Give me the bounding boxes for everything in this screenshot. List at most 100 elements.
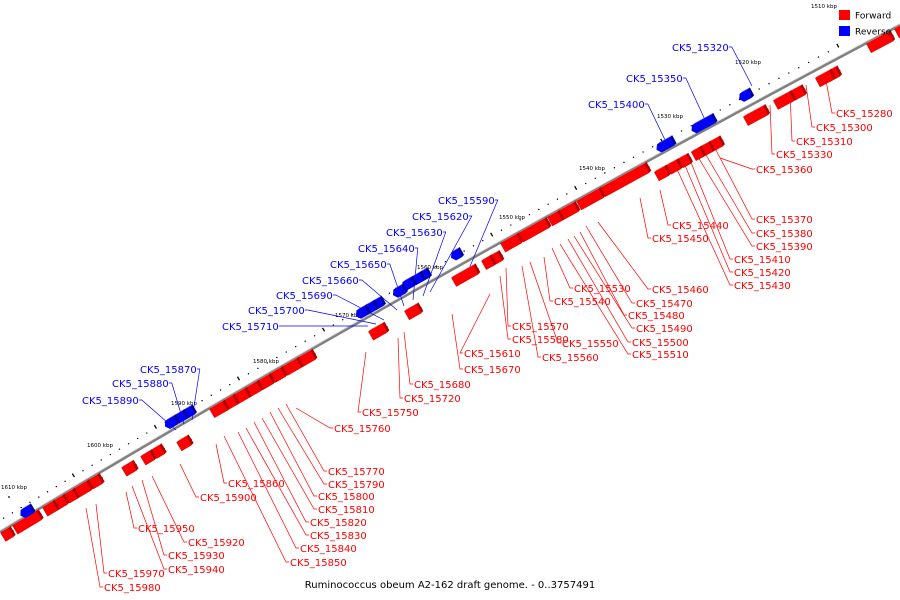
leader-line bbox=[639, 197, 651, 239]
legend-forward-label: Forward bbox=[855, 12, 891, 22]
leader-line bbox=[499, 275, 511, 340]
forward-gene-label: CK5_15310 bbox=[796, 137, 853, 148]
tick-mark-minor bbox=[11, 512, 14, 514]
gene-block-side bbox=[62, 493, 70, 505]
gene-block-side bbox=[401, 283, 409, 293]
tick-mark-minor bbox=[2, 517, 5, 519]
legend: Forward Reverse bbox=[839, 10, 892, 38]
gene-block-side bbox=[372, 299, 380, 310]
forward-gene-label: CK5_15920 bbox=[188, 538, 245, 549]
tick-mark-minor bbox=[556, 198, 559, 200]
reverse-gene-label: CK5_15320 bbox=[672, 43, 729, 54]
gene-block-side bbox=[379, 295, 387, 306]
tick-mark-minor bbox=[435, 266, 437, 268]
gene-block-top bbox=[894, 25, 900, 30]
forward-gene-label: CK5_15760 bbox=[334, 424, 391, 435]
gene-block-side bbox=[789, 90, 797, 101]
gene-block-side bbox=[763, 104, 771, 115]
forward-gene-label: CK5_15800 bbox=[318, 492, 375, 503]
tick-label: 1570 kbp bbox=[335, 313, 361, 319]
forward-gene-label: CK5_15830 bbox=[310, 531, 367, 542]
leader-line bbox=[269, 411, 317, 497]
forward-gene-label: CK5_15610 bbox=[464, 349, 521, 360]
leader-line bbox=[151, 475, 187, 543]
forward-gene-label: CK5_15280 bbox=[836, 109, 893, 120]
leader-line bbox=[675, 166, 733, 286]
tick-mark-minor bbox=[285, 351, 287, 353]
gene-block-side bbox=[149, 449, 157, 460]
leader-line bbox=[597, 221, 651, 290]
leader-line bbox=[403, 331, 413, 385]
forward-gene-label: CK5_15900 bbox=[200, 493, 257, 504]
tick-mark-minor bbox=[146, 432, 148, 434]
leader-line bbox=[705, 154, 755, 234]
gene-block-side bbox=[86, 479, 94, 491]
gene-block-top bbox=[708, 135, 721, 143]
gene-block-side bbox=[829, 68, 837, 80]
gene-block-side bbox=[364, 304, 372, 314]
forward-gene-label: CK5_15460 bbox=[652, 285, 709, 296]
leader-line bbox=[422, 231, 447, 297]
tick-mark-minor bbox=[82, 470, 84, 472]
leader-line bbox=[141, 479, 167, 556]
reverse-gene-label: CK5_15620 bbox=[412, 212, 469, 223]
tick-mark-minor bbox=[690, 125, 692, 127]
leader-line bbox=[459, 293, 491, 354]
leader-line bbox=[585, 225, 635, 304]
tick-mark-minor bbox=[651, 146, 654, 148]
reverse-gene-label: CK5_15690 bbox=[276, 291, 333, 302]
forward-gene-label: CK5_15850 bbox=[290, 558, 347, 569]
tick-mark-major bbox=[153, 424, 158, 429]
leader-line bbox=[131, 485, 167, 570]
tick-mark-minor bbox=[788, 72, 790, 74]
tick-mark-minor bbox=[388, 292, 391, 294]
gene-block-side bbox=[473, 263, 481, 275]
gene-block-side bbox=[670, 135, 677, 146]
genome-caption: Ruminococcus obeum A2-162 draft genome. … bbox=[305, 580, 595, 591]
gene-block-side bbox=[232, 393, 240, 405]
backbone-layer bbox=[0, 23, 900, 534]
gene-block-side bbox=[416, 302, 424, 314]
tick-mark-minor bbox=[528, 213, 531, 216]
gene-label-layer: CK5_15280 CK5_15300 CK5_15310 CK5_15330 CK5_… bbox=[82, 43, 893, 594]
gene-block-side bbox=[72, 487, 80, 499]
gene-block-side bbox=[244, 386, 252, 398]
leader-line bbox=[397, 337, 403, 399]
gene-block-side bbox=[410, 275, 418, 286]
tick-layer: 1510 kbp 1520 kbp 1530 kbp 1540 kbp 1550 kbp… bbox=[1, 4, 840, 519]
leader-line bbox=[789, 91, 795, 142]
gene-block-side bbox=[699, 145, 706, 157]
tick-mark-minor bbox=[46, 491, 49, 493]
gene-block-side bbox=[131, 459, 139, 471]
forward-gene-label: CK5_15440 bbox=[672, 221, 729, 232]
leader-line bbox=[683, 162, 733, 273]
gene-block-side bbox=[296, 356, 304, 368]
tick-mark-minor bbox=[519, 219, 521, 221]
tick-label: 1520 kbp bbox=[735, 60, 761, 66]
forward-gene-label: CK5_15570 bbox=[512, 322, 569, 333]
forward-gene-label: CK5_15790 bbox=[328, 480, 385, 491]
leader-line bbox=[168, 382, 185, 425]
tick-mark-minor bbox=[510, 224, 512, 226]
reverse-gene-label: CK5_15400 bbox=[588, 100, 645, 111]
leader-line bbox=[824, 74, 835, 114]
tick-mark-minor bbox=[351, 313, 353, 316]
tick-mark-major bbox=[71, 473, 75, 478]
legend-forward-swatch bbox=[839, 10, 850, 20]
leader-line bbox=[659, 189, 671, 226]
tick-mark-minor bbox=[768, 82, 770, 85]
gene-block-side bbox=[190, 404, 197, 415]
gene-block-side bbox=[708, 140, 715, 152]
forward-gene-label: CK5_15860 bbox=[228, 479, 285, 490]
gene-block-side bbox=[598, 187, 606, 198]
reverse-gene-block bbox=[20, 505, 34, 519]
reverse-gene-label: CK5_15350 bbox=[626, 74, 683, 85]
leader-line bbox=[215, 443, 227, 484]
gene-block-side bbox=[186, 434, 194, 446]
forward-gene-label: CK5_15360 bbox=[756, 165, 813, 176]
tick-mark-minor bbox=[219, 389, 222, 391]
gene-block-top bbox=[743, 104, 766, 117]
tick-mark-minor bbox=[778, 77, 780, 80]
